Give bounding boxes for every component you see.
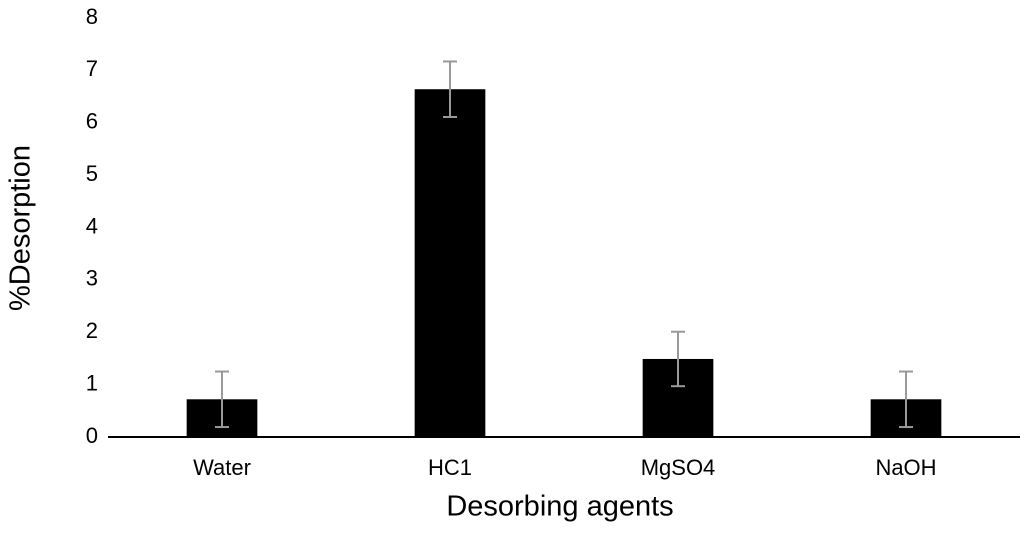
y-tick-label: 5 <box>86 161 98 186</box>
y-tick-label: 3 <box>86 266 98 291</box>
y-tick-label: 6 <box>86 109 98 134</box>
y-tick-label: 8 <box>86 4 98 29</box>
error-bar <box>671 330 685 388</box>
error-bar <box>215 370 229 429</box>
error-bar <box>443 60 457 118</box>
y-axis-title: %Desorption <box>5 145 37 311</box>
error-bar <box>899 370 913 429</box>
x-tick-label: MgSO4 <box>641 455 716 480</box>
bar <box>414 89 486 437</box>
x-tick-label: Water <box>193 455 251 480</box>
y-tick-label: 7 <box>86 56 98 81</box>
y-tick-label: 4 <box>86 213 98 238</box>
y-tick-label: 1 <box>86 370 98 395</box>
x-tick-label: NaOH <box>875 455 936 480</box>
y-tick-label: 0 <box>86 423 98 448</box>
x-axis-title: Desorbing agents <box>446 491 673 523</box>
y-tick-label: 2 <box>86 318 98 343</box>
x-tick-label: HC1 <box>428 455 472 480</box>
